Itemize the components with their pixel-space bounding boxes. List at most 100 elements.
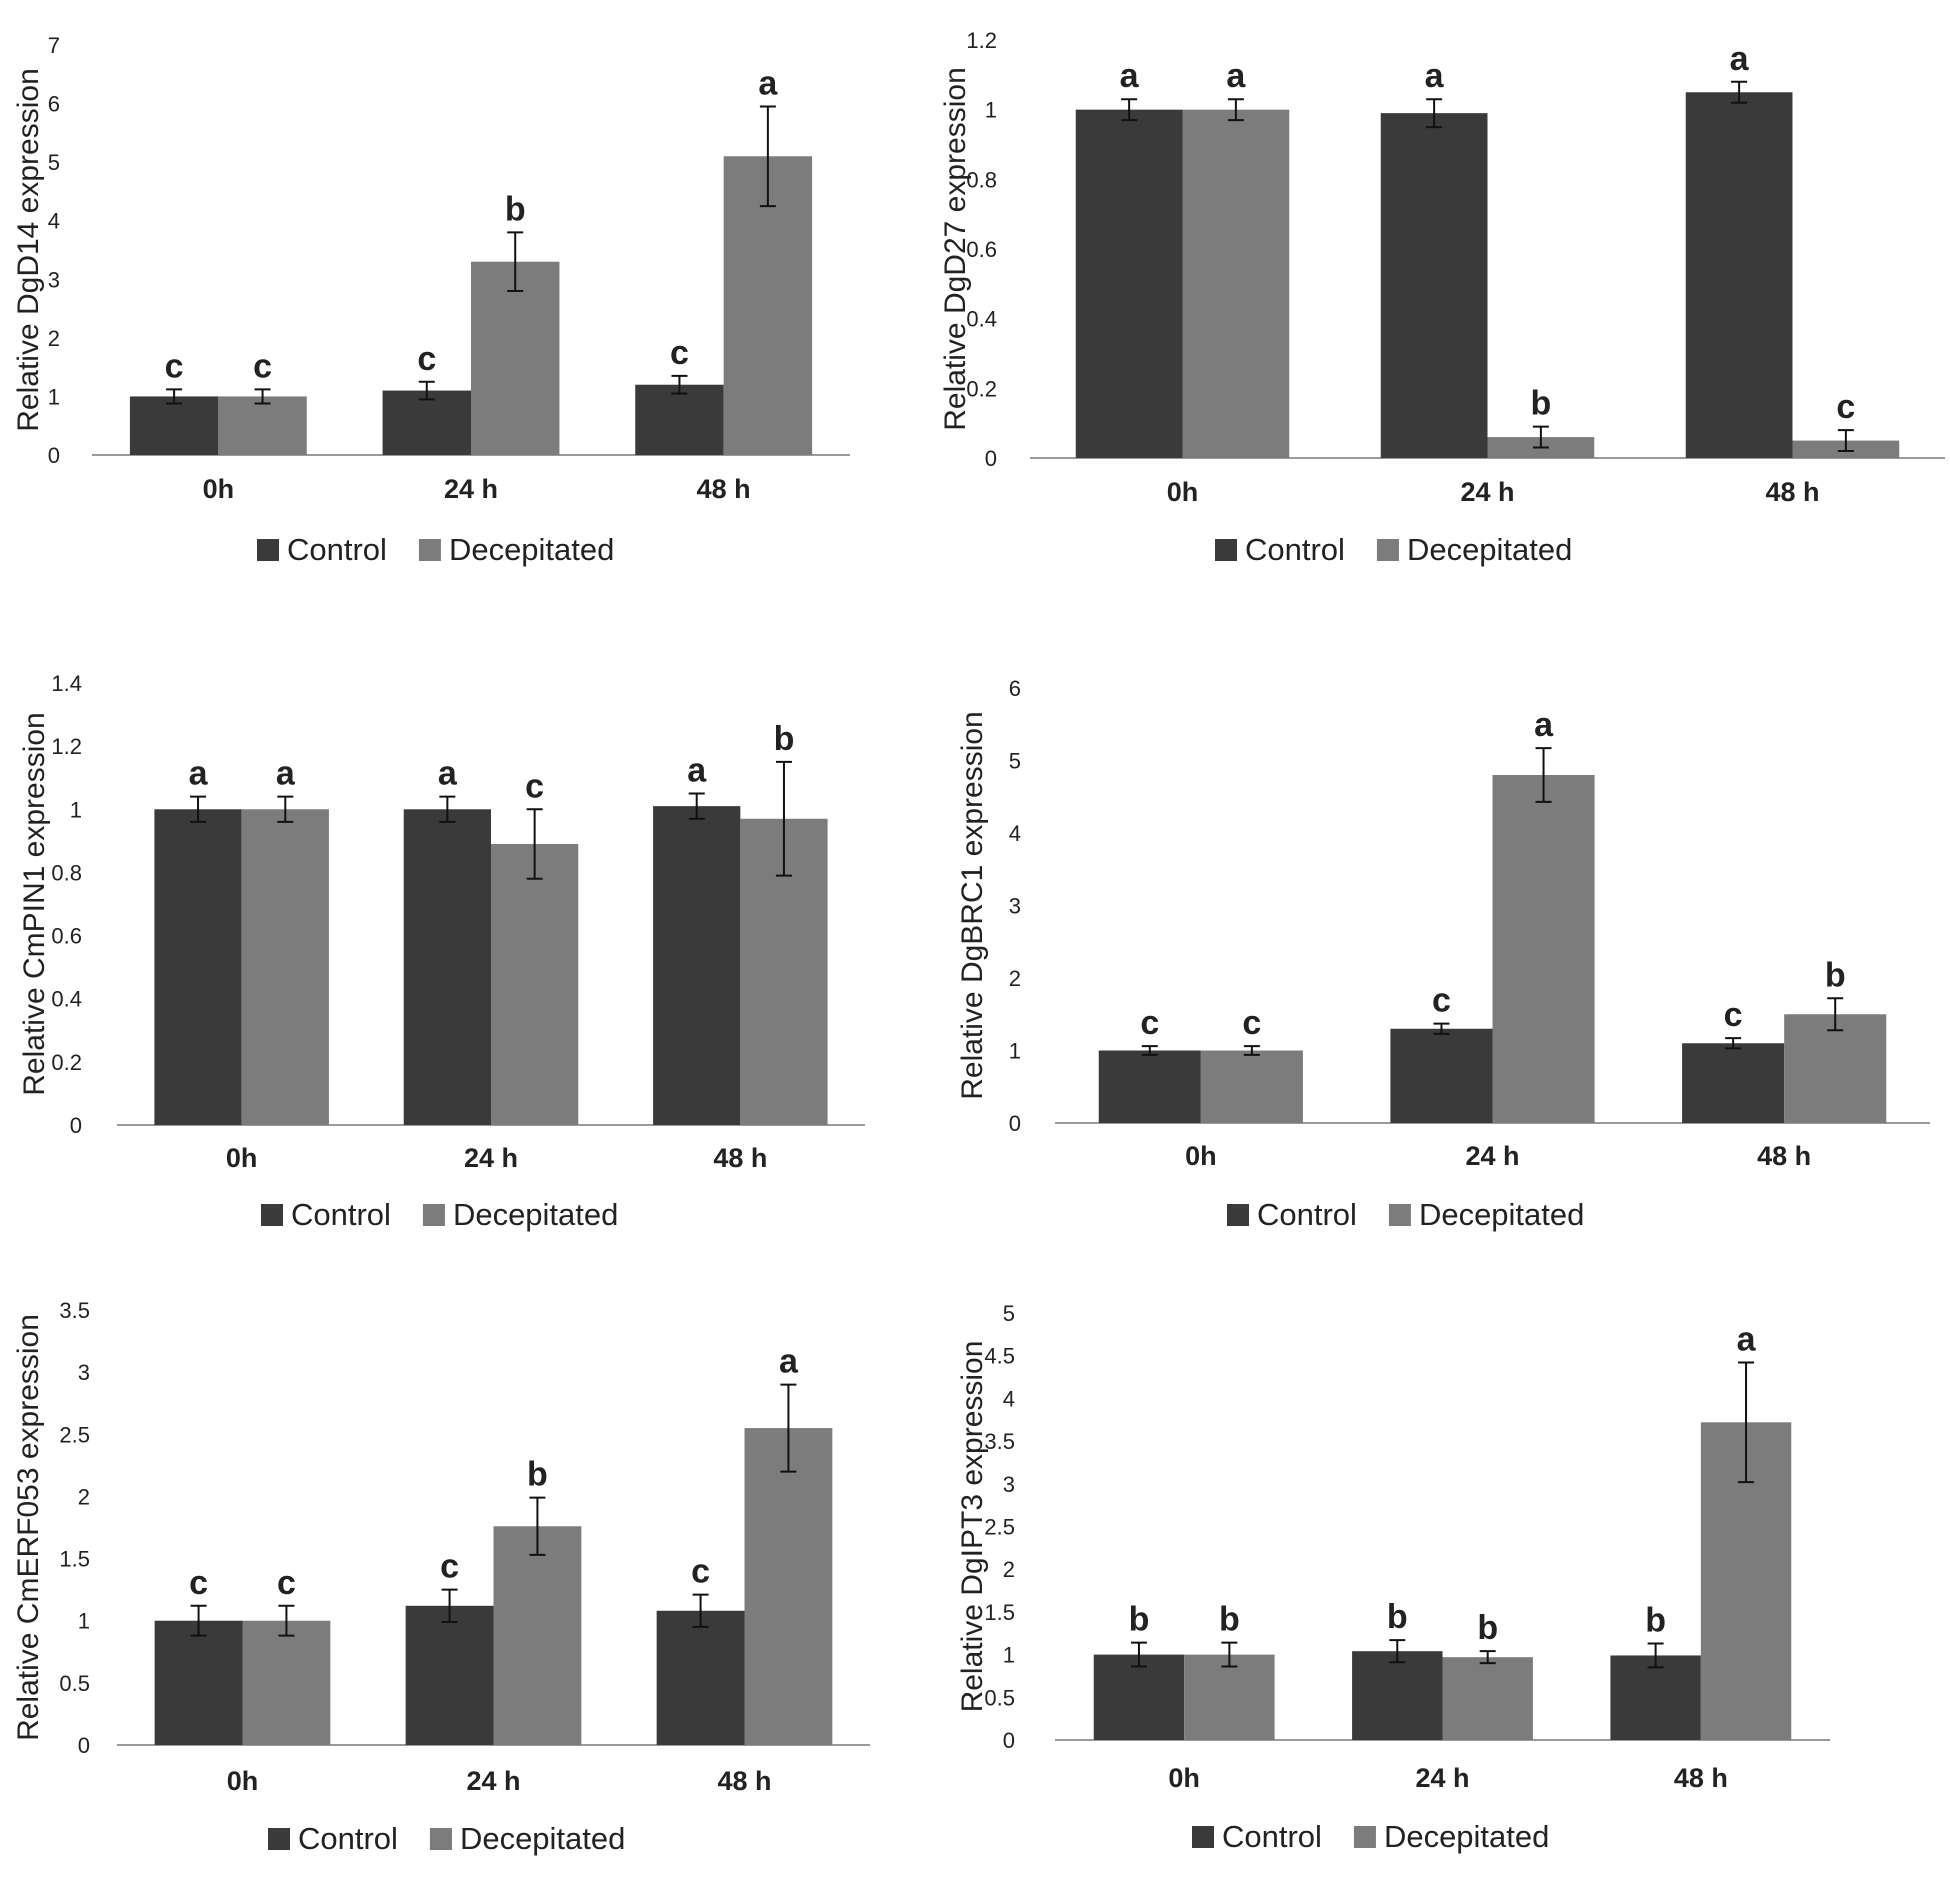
category-label: 0h (227, 1766, 259, 1796)
bar-decepitated-0h (1184, 1654, 1275, 1740)
bar-control-24h (1390, 1028, 1493, 1123)
significance-letter: b (505, 190, 526, 228)
bar-decepitated-0h (242, 1620, 331, 1745)
significance-letter: a (276, 755, 296, 793)
category-label: 48 h (717, 1766, 771, 1796)
bar-decepitated-0h (241, 809, 329, 1125)
bar-decepitated-0h (1182, 109, 1290, 459)
y-axis-title: Relative DgD27 expression (939, 67, 972, 431)
legend-swatch-decepitated (1376, 539, 1399, 561)
legend-label-control: Control (1257, 1197, 1357, 1232)
y-tick-label: 1.5 (984, 1600, 1015, 1625)
y-tick-label: 2 (48, 326, 60, 351)
y-tick-label: 4 (1009, 821, 1021, 846)
y-axis-title: Relative CmPIN1 expression (18, 712, 51, 1095)
significance-letter: a (758, 65, 778, 103)
significance-letter: c (440, 1548, 459, 1586)
category-label: 24 h (464, 1143, 518, 1173)
legend-label-control: Control (287, 532, 387, 567)
category-label: 48 h (1674, 1763, 1728, 1793)
bar-control-0h (1098, 1050, 1201, 1123)
bar-decepitated-0h (1200, 1050, 1303, 1123)
bar-decepitated-24h (471, 261, 560, 455)
legend-swatch-control (1215, 539, 1237, 561)
significance-letter: a (1737, 1321, 1757, 1359)
significance-letter: a (1534, 706, 1554, 744)
legend-label-decepitated: Decepitated (1419, 1197, 1584, 1232)
category-label: 48 h (1757, 1141, 1811, 1171)
significance-letter: b (1387, 1598, 1408, 1636)
significance-letter: c (525, 767, 544, 805)
bar-control-48h (1682, 1043, 1785, 1123)
y-tick-label: 0.5 (984, 1685, 1015, 1710)
significance-letter: c (1242, 1004, 1261, 1042)
y-tick-label: 3 (1009, 894, 1021, 919)
y-tick-label: 0.8 (966, 167, 997, 192)
y-tick-label: 5 (1009, 749, 1021, 774)
bar-control-24h (403, 809, 491, 1125)
y-tick-label: 1.2 (51, 734, 82, 759)
legend-swatch-decepitated (1388, 1204, 1411, 1226)
significance-letter: c (1724, 996, 1743, 1034)
category-label: 24 h (1465, 1141, 1519, 1171)
y-axis-title: Relative DgIPT3 expression (956, 1341, 989, 1713)
legend-swatch-control (268, 1828, 290, 1850)
legend-label-decepitated: Decepitated (453, 1197, 618, 1232)
significance-letter: c (1140, 1004, 1159, 1042)
bar-decepitated-24h (493, 1526, 582, 1745)
legend-swatch-decepitated (429, 1828, 452, 1850)
significance-letter: a (1425, 57, 1445, 95)
y-tick-label: 5 (1003, 1301, 1015, 1326)
legend-swatch-control (261, 1204, 283, 1226)
significance-letter: a (779, 1343, 799, 1381)
y-tick-label: 3.5 (59, 1298, 90, 1323)
significance-letter: b (1825, 956, 1846, 994)
chart-panel-2: 0 0.2 0.4 0.6 0.8 1 1.2 Relative DgD27 expressi… (939, 28, 1945, 567)
significance-letter: b (774, 720, 795, 758)
significance-letter: c (670, 334, 689, 372)
category-label: 24 h (466, 1766, 520, 1796)
y-tick-label: 5 (48, 150, 60, 175)
bar-control-24h (1352, 1651, 1443, 1740)
legend-label-control: Control (291, 1197, 391, 1232)
y-tick-label: 1.2 (966, 28, 997, 53)
significance-letter: a (687, 752, 707, 790)
legend-swatch-control (1227, 1204, 1249, 1226)
significance-letter: b (1219, 1601, 1240, 1639)
bar-control-24h (382, 390, 471, 455)
y-tick-label: 2 (1009, 966, 1021, 991)
significance-letter: b (1645, 1601, 1666, 1639)
significance-letter: b (527, 1456, 548, 1494)
y-tick-label: 3 (48, 267, 60, 292)
legend-swatch-decepitated (418, 539, 441, 561)
chart-panel-6: 0 0.5 1 1.5 2 2.5 3 3.5 4 4.5 5 Relative DgIPT3 exp… (956, 1301, 1830, 1854)
y-tick-label: 2.5 (984, 1515, 1015, 1540)
category-label: 0h (1167, 477, 1199, 507)
category-label: 48 h (697, 474, 751, 504)
significance-letter: b (1530, 385, 1551, 423)
significance-letter: c (417, 340, 436, 378)
bar-decepitated-24h (491, 844, 579, 1125)
bar-control-0h (129, 396, 219, 455)
bar-control-48h (656, 1610, 745, 1745)
bar-control-24h (405, 1605, 494, 1745)
y-tick-label: 0 (70, 1113, 82, 1138)
y-tick-label: 2 (1003, 1557, 1015, 1582)
y-tick-label: 6 (1009, 676, 1021, 701)
y-tick-label: 0.4 (966, 307, 997, 332)
significance-letter: b (1129, 1601, 1150, 1639)
legend-swatch-decepitated (422, 1204, 445, 1226)
category-label: 0h (226, 1143, 258, 1173)
y-tick-label: 1.4 (51, 671, 82, 696)
category-label: 48 h (1765, 477, 1819, 507)
category-label: 48 h (713, 1143, 767, 1173)
y-tick-label: 3.5 (984, 1429, 1015, 1454)
significance-letter: a (1226, 57, 1246, 95)
y-tick-label: 0 (985, 446, 997, 471)
bar-control-0h (154, 1620, 243, 1745)
bar-control-24h (1380, 113, 1488, 459)
y-tick-label: 0.4 (51, 987, 82, 1012)
significance-letter: c (277, 1564, 296, 1602)
significance-letter: c (189, 1564, 208, 1602)
significance-letter: a (1730, 40, 1750, 78)
